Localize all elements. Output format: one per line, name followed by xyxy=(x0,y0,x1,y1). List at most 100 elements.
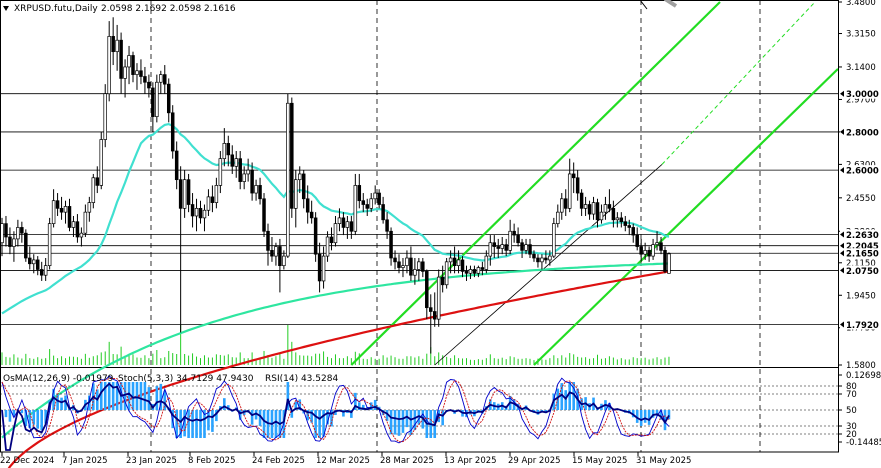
candle-body xyxy=(425,271,429,309)
candle-body xyxy=(321,255,326,282)
candle-body xyxy=(325,236,330,257)
candle-body xyxy=(282,255,286,267)
candle-body xyxy=(242,173,246,182)
level-tag-bg xyxy=(840,126,880,137)
candle-body xyxy=(349,221,354,232)
candle-body xyxy=(448,257,453,263)
price-tick-label: 1.5800 xyxy=(846,361,876,371)
candle-body xyxy=(206,196,211,211)
candle-body xyxy=(623,221,628,226)
candle-body xyxy=(59,207,64,213)
level-tag-label: 2.8000 xyxy=(846,128,879,138)
time-tick-label: 13 Apr 2025 xyxy=(444,456,497,466)
candle-body xyxy=(139,70,143,77)
candle-body xyxy=(663,250,667,272)
trend-channel xyxy=(350,1,839,366)
candle-body xyxy=(532,253,536,259)
time-tick-label: 29 Apr 2025 xyxy=(508,456,561,466)
candle-body xyxy=(556,211,560,224)
candle-body xyxy=(32,259,36,265)
candle-body xyxy=(230,154,235,167)
candle-body xyxy=(595,202,600,221)
level-tag-label: 1.7920 xyxy=(846,321,879,331)
time-tick-label: 24 Feb 2025 xyxy=(252,456,305,466)
candle-body xyxy=(163,74,167,85)
candle-body xyxy=(337,217,342,224)
level-tag-label: 2.2630 xyxy=(846,231,879,241)
candle-body xyxy=(361,200,366,205)
osc-tick-label: 0.126982 xyxy=(846,371,881,381)
level-tag-arrow xyxy=(840,90,844,97)
candle-body xyxy=(305,198,310,213)
level-tag-arrow xyxy=(840,321,844,328)
candle-body xyxy=(91,177,96,203)
time-tick-label: 28 Mar 2025 xyxy=(380,456,434,466)
candle-body xyxy=(635,234,639,247)
candle-body xyxy=(536,257,540,263)
navigation-arrow-icon[interactable] xyxy=(639,0,678,10)
candle-body xyxy=(111,36,115,53)
candle-body xyxy=(540,257,544,263)
candle-body xyxy=(317,253,322,282)
candle-body xyxy=(12,238,16,247)
candle-body xyxy=(587,204,592,215)
candle-body xyxy=(440,276,445,286)
level-lines xyxy=(0,93,838,325)
candle-body xyxy=(87,202,92,213)
price-tick-label: 3.4800 xyxy=(846,0,876,8)
channel-line xyxy=(434,164,663,366)
candle-body xyxy=(55,200,60,209)
ohlc-readout: 2.0598 2.1692 2.0598 2.1616 xyxy=(101,4,236,14)
candle-body xyxy=(79,232,84,238)
candle-body xyxy=(67,206,72,228)
candle-body xyxy=(444,261,449,286)
level-tag-bg xyxy=(840,248,880,259)
level-tag-bg xyxy=(840,165,880,176)
price-tick-label: 1.9450 xyxy=(846,291,876,301)
time-axis: 22 Dec 2024 7 Jan 2025 23 Jan 2025 8 Feb 20… xyxy=(0,452,691,466)
candle-body xyxy=(484,255,489,270)
candle-body xyxy=(468,269,473,274)
candle-body xyxy=(667,253,671,274)
candle-body xyxy=(309,211,314,219)
oscillator-panel xyxy=(0,375,838,451)
candle-body xyxy=(274,246,278,257)
candle-body xyxy=(8,236,12,247)
candle-body xyxy=(294,179,298,209)
candle-body xyxy=(20,227,24,234)
candle-body xyxy=(567,173,572,209)
candle-body xyxy=(436,276,441,320)
rsi-line xyxy=(1,382,670,451)
time-tick-label: 7 Jan 2025 xyxy=(62,456,108,466)
price-tick-label: 2.9700 xyxy=(846,95,876,105)
candle-body xyxy=(552,223,556,257)
candle-body xyxy=(563,198,568,209)
ema-fast-line xyxy=(1,122,670,315)
candle-body xyxy=(71,221,76,228)
candle-body xyxy=(270,250,274,257)
level-tag-arrow xyxy=(840,250,844,257)
candle-body xyxy=(16,227,20,240)
time-tick-label: 23 Jan 2025 xyxy=(126,456,177,466)
candle-body xyxy=(488,242,493,257)
candle-body xyxy=(401,265,405,268)
candle-body xyxy=(115,39,119,53)
candle-body xyxy=(119,39,123,79)
candle-body xyxy=(166,83,171,114)
candle-body xyxy=(548,255,552,261)
candle-body xyxy=(413,269,417,276)
collapse-triangle-icon[interactable] xyxy=(3,6,9,11)
candle-body xyxy=(456,259,461,267)
candle-body xyxy=(615,217,620,221)
candle-body xyxy=(575,177,580,194)
candle-body xyxy=(381,204,385,221)
osc-tick-label: 50 xyxy=(846,406,857,416)
stoch-main-line xyxy=(1,375,670,444)
candle-body xyxy=(611,207,616,221)
candle-body xyxy=(0,223,4,244)
candle-body xyxy=(131,55,135,75)
candle-body xyxy=(464,271,469,274)
candle-body xyxy=(266,230,270,251)
candle-body xyxy=(583,204,588,209)
